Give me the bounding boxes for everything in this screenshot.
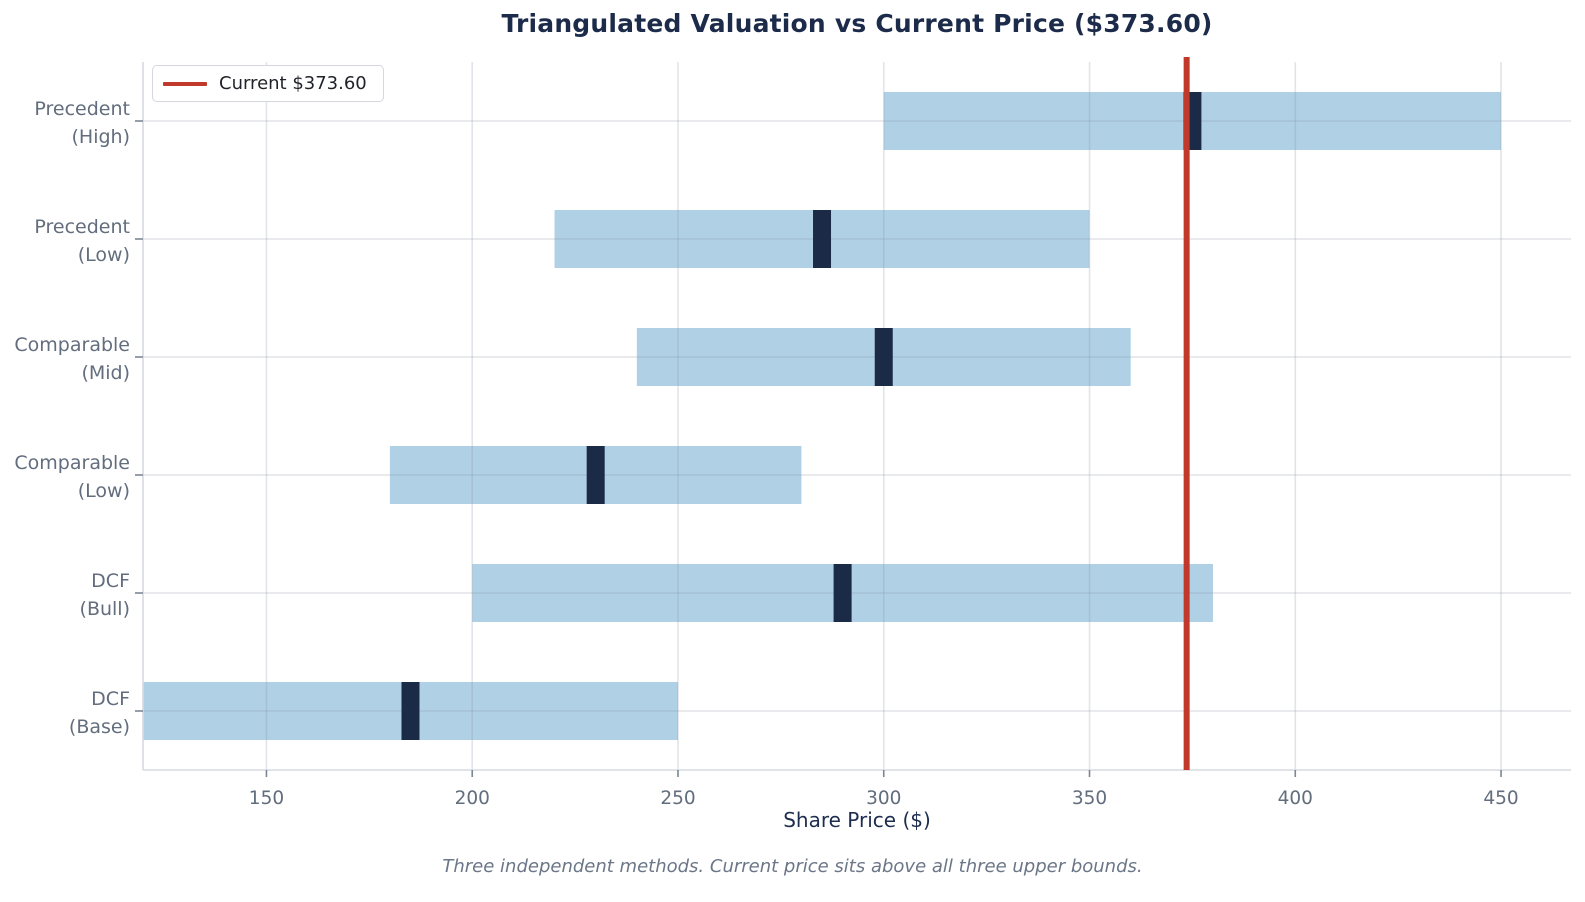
x-tick-label: 350 [1072, 788, 1107, 809]
x-tick-label: 200 [455, 788, 490, 809]
y-category-label: Comparable (Mid) [14, 334, 130, 384]
y-category-label: DCF (Bull) [80, 570, 130, 620]
x-axis-label: Share Price ($) [783, 808, 931, 832]
x-tick-label: 400 [1278, 788, 1313, 809]
x-tick-label: 150 [249, 788, 284, 809]
x-tick-label: 250 [660, 788, 695, 809]
x-tick-label: 450 [1483, 788, 1518, 809]
midpoint-marker [833, 564, 852, 622]
midpoint-marker [813, 210, 832, 268]
chart-title: Triangulated Valuation vs Current Price … [501, 9, 1213, 38]
x-tick-label: 300 [866, 788, 901, 809]
legend: Current $373.60 [152, 65, 384, 102]
current-price-legend-swatch [163, 81, 207, 86]
midpoint-marker [401, 682, 420, 740]
midpoint-marker [874, 328, 893, 386]
y-category-label: Comparable (Low) [14, 452, 130, 502]
y-category-label: DCF (Base) [69, 688, 130, 738]
midpoint-marker [586, 446, 605, 504]
legend-label: Current $373.60 [219, 73, 367, 94]
y-category-label: Precedent (Low) [34, 216, 130, 266]
chart-footnote: Three independent methods. Current price… [442, 856, 1143, 877]
y-category-label: Precedent (High) [34, 98, 130, 148]
